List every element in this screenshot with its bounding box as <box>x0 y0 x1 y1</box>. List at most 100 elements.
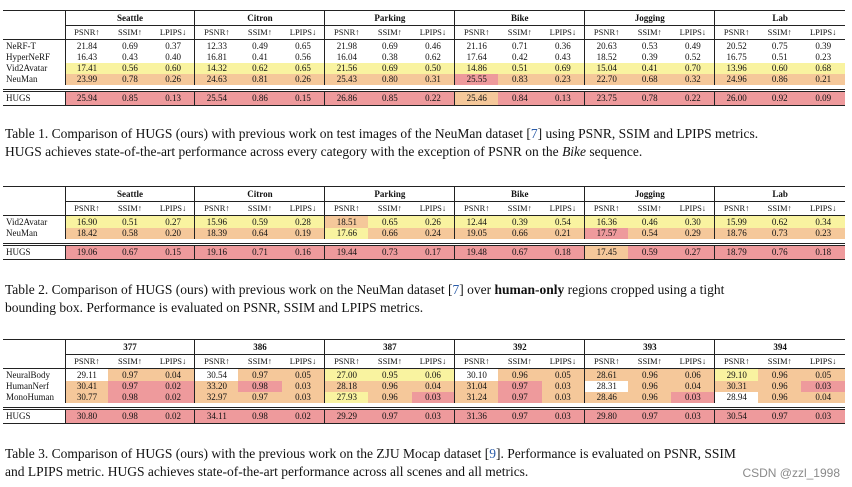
table-row: HUGS 19.06 0.67 0.15 19.16 0.71 0.16 19.44 0.73 0… <box>3 243 845 260</box>
value-cell: 34.11 <box>194 407 239 424</box>
value-cell: 0.97 <box>108 368 152 381</box>
value-cell: 0.46 <box>628 215 672 228</box>
value-cell: 29.29 <box>324 407 369 424</box>
citation-link[interactable]: 9 <box>489 446 496 461</box>
metric-header: SSIM↑ <box>758 201 802 216</box>
method-name: Vid2Avatar <box>6 217 48 227</box>
value-cell: 0.86 <box>758 74 802 85</box>
table-row: MonoHuman 30.77 0.98 0.02 32.97 0.97 0.03 27.93… <box>3 392 845 403</box>
table-2-body: Vid2Avatar 16.90 0.51 0.27 15.96 0.59 0.28 18.5… <box>3 215 845 260</box>
value-cell: 29.11 <box>64 368 109 381</box>
value-cell: 0.41 <box>252 52 268 62</box>
metric-header: PSNR↑ <box>454 25 499 40</box>
citation-link[interactable]: 7 <box>530 126 538 141</box>
corner-cell <box>3 354 66 369</box>
value-cell: 0.92 <box>758 89 802 106</box>
value-cell: 0.78 <box>108 74 152 85</box>
value-cell: 0.29 <box>671 228 715 239</box>
metric-header: SSIM↑ <box>628 25 672 40</box>
method-name: NeRF-T <box>6 41 36 51</box>
value-cell: 21.98 <box>324 39 369 52</box>
table-row: HumanNerf 30.41 0.97 0.02 33.20 0.98 0.03 28.18… <box>3 381 845 392</box>
metric-header: SSIM↑ <box>498 25 542 40</box>
value-cell: 0.54 <box>628 228 672 239</box>
value-cell: 18.39 <box>194 228 239 239</box>
value-cell: 15.99 <box>714 215 759 228</box>
table-row: NeRF-T 21.84 0.69 0.37 12.33 0.49 0.65 21.98 0.6… <box>3 39 845 52</box>
metric-header: SSIM↑ <box>758 354 802 369</box>
value-cell: 0.71 <box>238 243 282 260</box>
metric-header: PSNR↑ <box>194 201 239 216</box>
scene-header: Seattle <box>64 10 195 26</box>
value-cell: 0.15 <box>281 89 325 106</box>
watermark: CSDN @zzl_1998 <box>742 466 840 480</box>
value-cell: 0.23 <box>801 228 845 239</box>
value-cell: 0.39 <box>498 215 542 228</box>
scene-header: 387 <box>324 339 455 355</box>
value-cell: 25.55 <box>454 74 499 85</box>
value-cell: 15.96 <box>194 215 239 228</box>
value-cell: 0.62 <box>238 63 282 74</box>
value-cell: 0.68 <box>801 63 845 74</box>
value-cell: 12.33 <box>194 39 239 52</box>
table-2-scene-row: Seattle Citron Parking Bike Jogging Lab <box>3 186 845 202</box>
value-cell: 0.03 <box>671 392 715 403</box>
method-name: NeuMan <box>6 228 38 238</box>
table-row: Vid2Avatar 16.90 0.51 0.27 15.96 0.59 0.28 18.5… <box>3 215 845 228</box>
citation-link[interactable]: 7 <box>452 282 460 297</box>
scene-header: Parking <box>324 186 455 202</box>
value-cell: 30.77 <box>64 392 109 403</box>
value-cell: 0.66 <box>498 228 542 239</box>
value-cell: 0.66 <box>368 228 412 239</box>
value-cell: 0.78 <box>628 89 672 106</box>
value-cell: 18.52 <box>584 52 629 63</box>
value-cell: 0.97 <box>238 392 282 403</box>
value-cell: 19.16 <box>194 243 239 260</box>
value-cell: 0.68 <box>628 74 672 85</box>
value-cell: 31.04 <box>454 381 499 392</box>
value-cell: 23.99 <box>64 74 109 85</box>
table-1-caption: Table 1. Comparison of HUGS (ours) with … <box>5 126 759 159</box>
corner-cell <box>3 25 66 40</box>
value-cell: 0.73 <box>368 243 412 260</box>
corner-cell <box>3 201 66 216</box>
value-cell: 0.13 <box>541 89 585 106</box>
value-cell: 0.31 <box>411 74 455 85</box>
value-cell: 21.16 <box>454 39 499 52</box>
value-cell: 0.41 <box>628 63 672 74</box>
value-cell: 30.31 <box>714 381 759 392</box>
table-2-caption: Table 2. Comparison of HUGS (ours) with … <box>5 282 725 315</box>
value-cell: 0.23 <box>815 52 832 62</box>
metric-header: SSIM↑ <box>498 201 542 216</box>
value-cell: 25.46 <box>454 89 499 106</box>
value-cell: 0.19 <box>281 228 325 239</box>
value-cell: 0.58 <box>108 228 152 239</box>
value-cell: 0.62 <box>425 52 441 62</box>
value-cell: 0.06 <box>411 368 455 381</box>
metric-header: LPIPS↓ <box>151 201 195 216</box>
value-cell: 0.59 <box>238 215 282 228</box>
scene-header: Seattle <box>64 186 195 202</box>
value-cell: 0.03 <box>541 407 585 424</box>
value-cell: 17.64 <box>454 52 499 63</box>
value-cell: 22.70 <box>584 74 629 85</box>
value-cell: 18.79 <box>714 243 759 260</box>
method-name: HUGS <box>3 407 66 424</box>
table-1-metric-row: PSNR↑ SSIM↑ LPIPS↓ PSNR↑ SSIM↑ LPIPS↓ PSNR↑ SSI… <box>3 25 845 40</box>
value-cell: 0.62 <box>758 215 802 228</box>
value-cell: 0.05 <box>281 368 325 381</box>
scene-header: Bike <box>454 10 585 26</box>
value-cell: 0.23 <box>541 74 585 85</box>
method-name: NeuralBody <box>6 370 50 380</box>
value-cell: 0.96 <box>628 392 672 403</box>
value-cell: 25.54 <box>194 89 239 106</box>
value-cell: 19.48 <box>454 243 499 260</box>
value-cell: 0.98 <box>238 407 282 424</box>
value-cell: 0.49 <box>252 41 268 51</box>
table-3-body: NeuralBody 29.11 0.97 0.04 30.54 0.97 0.05 27.0… <box>3 368 845 424</box>
value-cell: 0.76 <box>758 243 802 260</box>
value-cell: 0.84 <box>498 89 542 106</box>
value-cell: 0.67 <box>108 243 152 260</box>
value-cell: 0.69 <box>382 41 398 51</box>
value-cell: 0.65 <box>281 63 325 74</box>
